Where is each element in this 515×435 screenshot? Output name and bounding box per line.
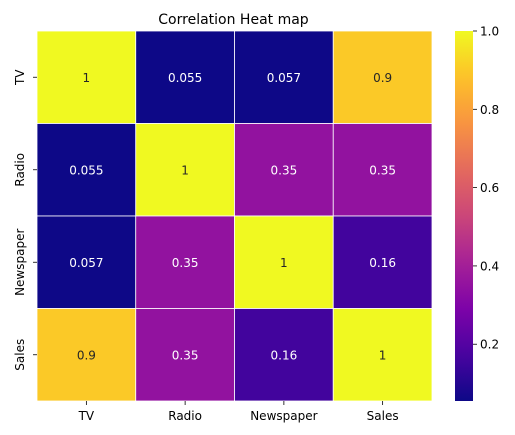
cell-value-label: 1 [181,163,189,177]
cell-value-label: 0.35 [172,256,199,270]
heatmap-cell [332,30,433,124]
y-axis: TV Radio Newspaper Sales [13,69,37,371]
colorbar-gradient [455,31,473,401]
y-tick-label: Radio [13,153,27,187]
heatmap-cells: 1 0.055 0.057 0.9 0.055 1 0.35 0.35 0.057 0.35 1 0.… [36,30,433,402]
cell-value-label: 0.9 [373,71,392,85]
heatmap-cell [36,123,137,217]
heatmap-cell [135,123,235,217]
cell-value-label: 1 [83,71,91,85]
colorbar-tick-label: 0.8 [480,103,499,117]
cell-value-label: 0.16 [271,348,298,362]
heatmap-cell [135,30,235,124]
cell-value-label: 0.35 [369,163,396,177]
colorbar-tick-label: 1.0 [480,25,499,39]
heatmap-cell [36,308,137,402]
cell-value-label: 0.9 [77,348,96,362]
cell-value-label: 0.057 [69,256,103,270]
x-axis: TV Radio Newspaper Sales [78,401,399,423]
y-tick-label: TV [13,69,27,86]
colorbar: 0.2 0.4 0.6 0.8 1.0 [455,25,499,401]
heatmap-cell [234,308,334,402]
x-tick-label: Newspaper [250,409,317,423]
heatmap-cell [332,123,433,217]
colorbar-tick-label: 0.6 [480,181,499,195]
x-tick-label: Sales [367,409,399,423]
heatmap-cell [135,215,235,309]
cell-value-label: 0.35 [172,348,199,362]
x-tick-label: TV [78,409,95,423]
cell-value-label: 0.16 [369,256,396,270]
cell-value-label: 0.057 [267,71,301,85]
colorbar-ticks: 0.2 0.4 0.6 0.8 1.0 [473,25,499,352]
heatmap-cell [36,30,137,124]
cell-value-label: 0.055 [69,163,103,177]
chart-title: Correlation Heat map [158,12,309,28]
y-tick-label: Newspaper [13,229,27,296]
colorbar-tick-label: 0.4 [480,259,499,273]
cell-value-label: 1 [280,256,288,270]
y-tick-label: Sales [13,339,27,371]
cell-value-label: 1 [379,348,387,362]
heatmap-cell [332,215,433,309]
heatmap-cell [234,30,334,124]
cell-value-label: 0.35 [271,163,298,177]
heatmap-cell [135,308,235,402]
cell-value-label: 0.055 [168,71,202,85]
x-tick-label: Radio [168,409,202,423]
colorbar-tick-label: 0.2 [480,338,499,352]
heatmap-cell [332,308,433,402]
